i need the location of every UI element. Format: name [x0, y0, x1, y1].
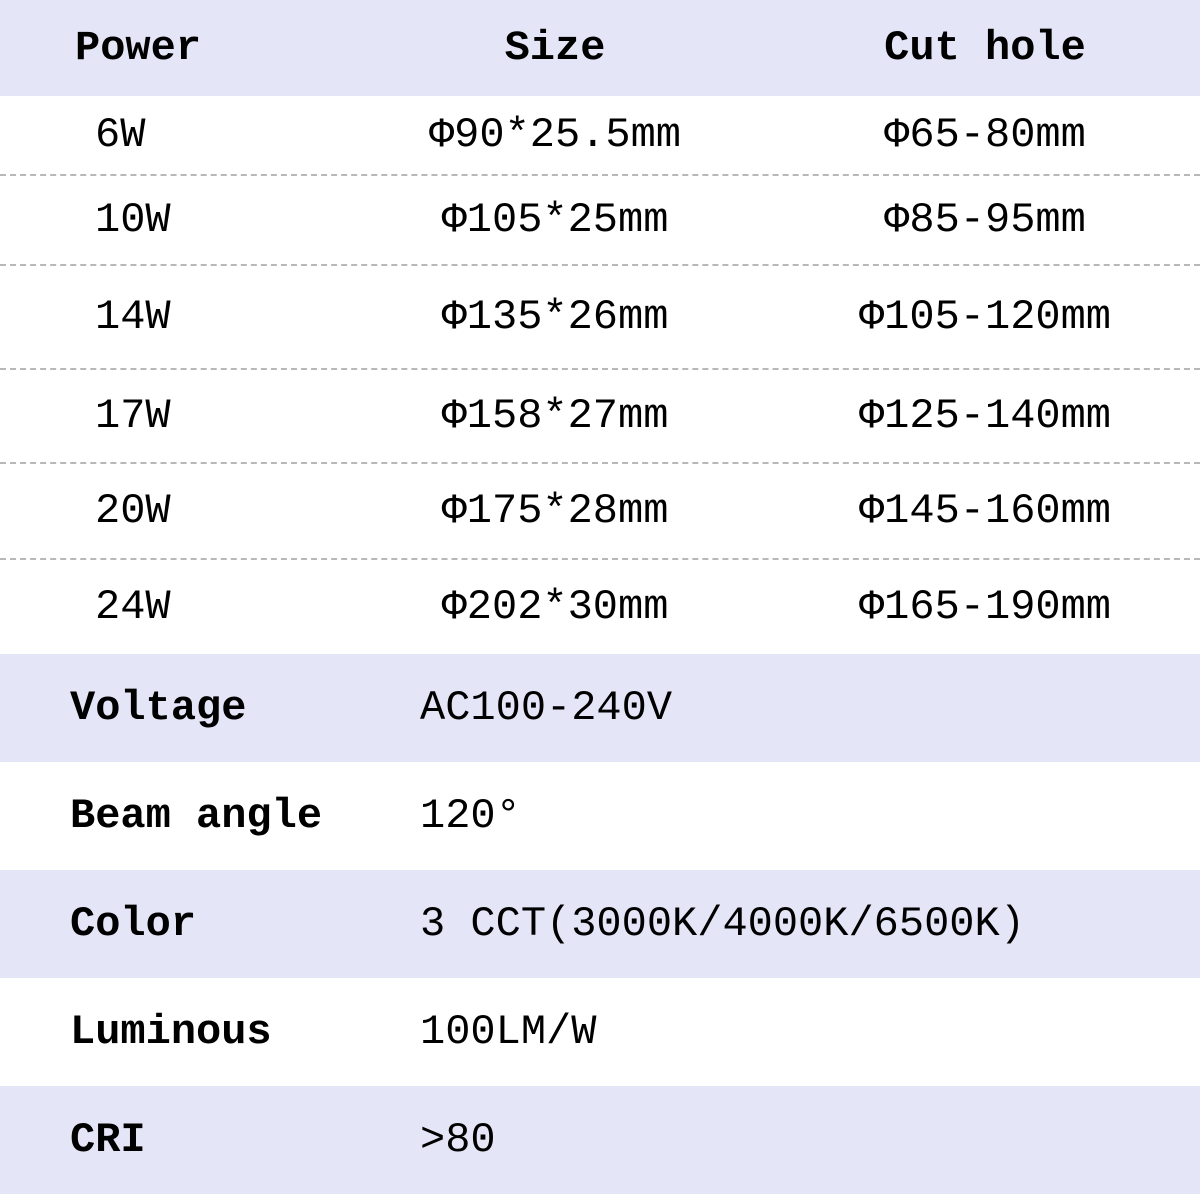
spec-value: 3 CCT(3000K/4000K/6500K)	[420, 900, 1200, 948]
table-row: 10WΦ105*25mmΦ85-95mm	[0, 176, 1200, 266]
spec-list: VoltageAC100-240VBeam angle120°Color3 CC…	[0, 654, 1200, 1194]
cell-cut-hole: Φ125-140mm	[770, 392, 1200, 440]
spec-value: AC100-240V	[420, 684, 1200, 732]
spec-label: CRI	[0, 1116, 420, 1164]
spec-table: Power Size Cut hole 6WΦ90*25.5mmΦ65-80mm…	[0, 0, 1200, 1194]
spec-label: Beam angle	[0, 792, 420, 840]
spec-value: 120°	[420, 792, 1200, 840]
cell-cut-hole: Φ165-190mm	[770, 583, 1200, 631]
cell-size: Φ105*25mm	[340, 196, 770, 244]
spec-row: Beam angle120°	[0, 762, 1200, 870]
cell-size: Φ202*30mm	[340, 583, 770, 631]
header-size: Size	[340, 24, 770, 72]
cell-cut-hole: Φ105-120mm	[770, 293, 1200, 341]
cell-power: 6W	[0, 111, 340, 159]
cell-cut-hole: Φ145-160mm	[770, 487, 1200, 535]
spec-row: VoltageAC100-240V	[0, 654, 1200, 762]
table-row: 24WΦ202*30mmΦ165-190mm	[0, 560, 1200, 654]
cell-power: 20W	[0, 487, 340, 535]
table-header-row: Power Size Cut hole	[0, 0, 1200, 96]
spec-row: Luminous100LM/W	[0, 978, 1200, 1086]
table-row: 17WΦ158*27mmΦ125-140mm	[0, 370, 1200, 464]
cell-cut-hole: Φ65-80mm	[770, 111, 1200, 159]
table-row: 20WΦ175*28mmΦ145-160mm	[0, 464, 1200, 560]
cell-cut-hole: Φ85-95mm	[770, 196, 1200, 244]
cell-power: 17W	[0, 392, 340, 440]
spec-value: 100LM/W	[420, 1008, 1200, 1056]
spec-label: Voltage	[0, 684, 420, 732]
cell-size: Φ158*27mm	[340, 392, 770, 440]
cell-size: Φ135*26mm	[340, 293, 770, 341]
spec-value: >80	[420, 1116, 1200, 1164]
cell-size: Φ175*28mm	[340, 487, 770, 535]
spec-label: Color	[0, 900, 420, 948]
table-row: 6WΦ90*25.5mmΦ65-80mm	[0, 96, 1200, 176]
spec-row: CRI>80	[0, 1086, 1200, 1194]
cell-power: 10W	[0, 196, 340, 244]
table-row: 14WΦ135*26mmΦ105-120mm	[0, 266, 1200, 370]
cell-power: 24W	[0, 583, 340, 631]
spec-row: Color3 CCT(3000K/4000K/6500K)	[0, 870, 1200, 978]
header-cut-hole: Cut hole	[770, 24, 1200, 72]
header-power: Power	[0, 24, 340, 72]
spec-label: Luminous	[0, 1008, 420, 1056]
cell-power: 14W	[0, 293, 340, 341]
table-body: 6WΦ90*25.5mmΦ65-80mm10WΦ105*25mmΦ85-95mm…	[0, 96, 1200, 654]
cell-size: Φ90*25.5mm	[340, 111, 770, 159]
